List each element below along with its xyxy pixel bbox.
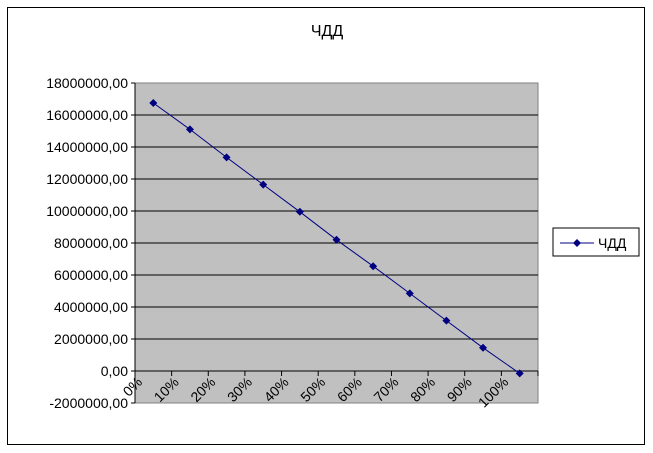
data-point — [369, 262, 378, 271]
axes — [131, 82, 539, 404]
y-tick-label: 8000000,00 — [54, 235, 128, 251]
y-tick-label: -2000000,00 — [49, 395, 128, 411]
y-tick-labels: 18000000,00 16000000,00 14000000,00 1200000… — [46, 75, 128, 411]
data-point — [259, 180, 268, 189]
y-tick-label: 2000000,00 — [54, 331, 128, 347]
chart-title: ЧДД — [311, 23, 344, 40]
data-point — [295, 207, 304, 216]
data-point — [185, 125, 194, 134]
legend-box — [552, 227, 640, 257]
data-point — [515, 369, 524, 378]
legend: ЧДД — [552, 227, 640, 257]
data-point — [332, 235, 341, 244]
y-tick-label: 4000000,00 — [54, 299, 128, 315]
y-tick-label: 6000000,00 — [54, 267, 128, 283]
data-point — [442, 316, 451, 325]
y-tick-label: 10000000,00 — [46, 203, 128, 219]
data-point — [479, 343, 488, 352]
data-point — [222, 153, 231, 162]
legend-label: ЧДД — [598, 235, 627, 251]
data-point — [405, 289, 414, 298]
data-point — [149, 99, 158, 107]
y-tick-label: 12000000,00 — [46, 171, 128, 187]
y-tick-label: 14000000,00 — [46, 139, 128, 155]
y-tick-label: 16000000,00 — [46, 107, 128, 123]
series-group — [149, 99, 524, 378]
legend-marker — [573, 239, 581, 247]
y-tick-label: 18000000,00 — [46, 75, 128, 91]
y-tick-label: 0,00 — [101, 363, 128, 379]
